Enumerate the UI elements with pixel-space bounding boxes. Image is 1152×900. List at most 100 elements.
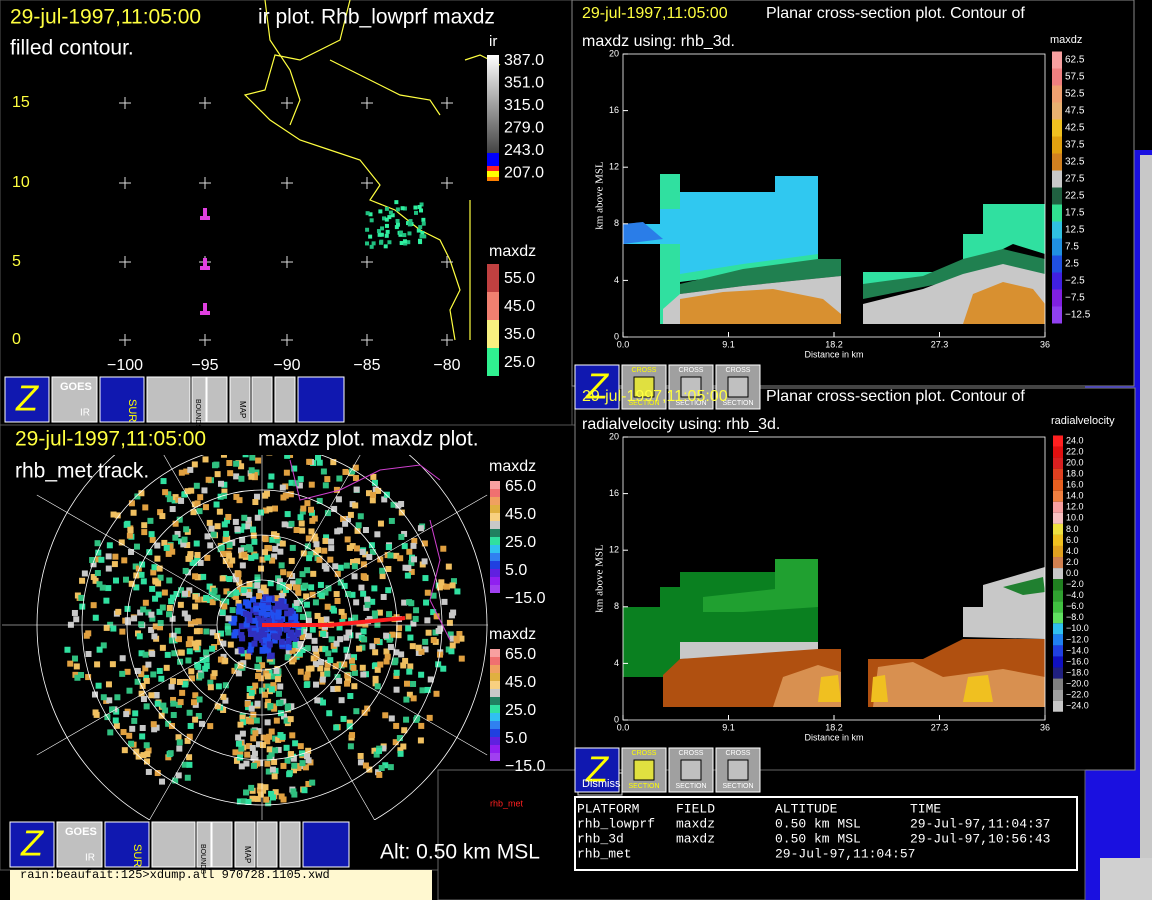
echo <box>73 616 80 623</box>
echo <box>311 533 318 540</box>
icon-button[interactable] <box>9 821 55 868</box>
label: 10.0 <box>1066 513 1084 523</box>
icon-button[interactable] <box>274 376 296 423</box>
icon-button[interactable] <box>229 376 251 423</box>
echo <box>246 611 253 618</box>
echo <box>210 531 217 538</box>
icon-button[interactable] <box>211 821 233 868</box>
legend-swatch <box>1052 306 1062 324</box>
icon-button[interactable] <box>56 821 103 868</box>
echo <box>308 481 315 488</box>
echo <box>214 632 221 639</box>
legend-swatch <box>1053 545 1063 558</box>
ir-speck <box>408 219 413 224</box>
icon-button[interactable] <box>151 821 196 868</box>
echo <box>268 473 275 480</box>
echo <box>113 722 120 729</box>
cube <box>727 376 749 398</box>
icon-button[interactable] <box>234 821 256 868</box>
echo <box>427 676 434 683</box>
echo <box>292 740 299 747</box>
icon-button[interactable] <box>191 376 207 423</box>
icon-button[interactable] <box>574 364 620 410</box>
icon-button[interactable] <box>146 376 191 423</box>
echo <box>90 573 97 580</box>
echo <box>299 633 306 640</box>
echo <box>112 717 119 724</box>
grid-cross <box>361 256 373 268</box>
grid-cross <box>361 177 373 189</box>
icon-button[interactable] <box>196 821 212 868</box>
legend-swatch <box>490 689 500 697</box>
echo <box>229 557 236 564</box>
echo <box>224 626 231 633</box>
echo <box>151 633 158 640</box>
icon-button[interactable] <box>256 821 278 868</box>
echo <box>301 787 308 794</box>
echo <box>321 627 328 634</box>
legend-swatch <box>1053 468 1063 480</box>
echo <box>319 676 326 683</box>
echo <box>176 739 183 746</box>
echo <box>295 578 302 585</box>
echo <box>79 577 86 584</box>
icon-button[interactable] <box>297 376 345 423</box>
echo <box>232 518 239 525</box>
echo <box>311 637 318 644</box>
icon-button[interactable] <box>574 747 620 793</box>
echo <box>280 796 287 803</box>
icon-button[interactable] <box>251 376 273 423</box>
echo <box>183 468 190 475</box>
ir-swatch <box>487 171 499 177</box>
echo <box>258 628 265 635</box>
echo <box>300 550 307 557</box>
echo <box>407 634 414 641</box>
echo <box>229 607 236 614</box>
icon-button[interactable] <box>302 821 350 868</box>
icon-button[interactable] <box>104 821 150 868</box>
legend-swatch <box>1053 590 1063 602</box>
echo <box>360 590 367 597</box>
cube <box>633 759 655 781</box>
echo <box>369 497 376 504</box>
label: 12 <box>609 545 619 555</box>
echo <box>193 628 200 635</box>
echo <box>406 548 413 555</box>
icon-button[interactable] <box>279 821 301 868</box>
echo <box>273 717 280 724</box>
icon-button[interactable] <box>206 376 228 423</box>
coastline <box>243 0 501 341</box>
echo <box>221 598 228 605</box>
echo <box>208 525 215 532</box>
label: 25.0 <box>505 534 536 551</box>
echo <box>396 735 403 742</box>
label: IR <box>85 853 95 864</box>
echo <box>357 513 364 520</box>
echo <box>401 543 408 550</box>
echo <box>281 521 288 528</box>
echo <box>259 602 266 609</box>
label: −14.0 <box>1066 645 1089 655</box>
echo <box>106 697 113 704</box>
icon-button[interactable] <box>4 376 50 423</box>
echo <box>191 461 198 468</box>
echo <box>131 717 138 724</box>
echo <box>343 646 350 653</box>
echo <box>143 742 150 749</box>
icon-button[interactable] <box>51 376 98 423</box>
echo <box>355 632 362 639</box>
ir-speck <box>414 210 419 215</box>
echo <box>373 751 380 758</box>
echo <box>185 641 192 648</box>
label: 62.5 <box>1065 55 1085 66</box>
legend-swatch <box>1053 678 1063 690</box>
echo <box>305 617 312 624</box>
echo <box>392 657 399 664</box>
echo <box>303 674 310 681</box>
echo <box>160 478 167 485</box>
echo <box>194 551 201 558</box>
label: 0 <box>614 331 619 341</box>
icon-button[interactable] <box>99 376 145 423</box>
echo <box>453 635 460 642</box>
echo <box>353 708 360 715</box>
